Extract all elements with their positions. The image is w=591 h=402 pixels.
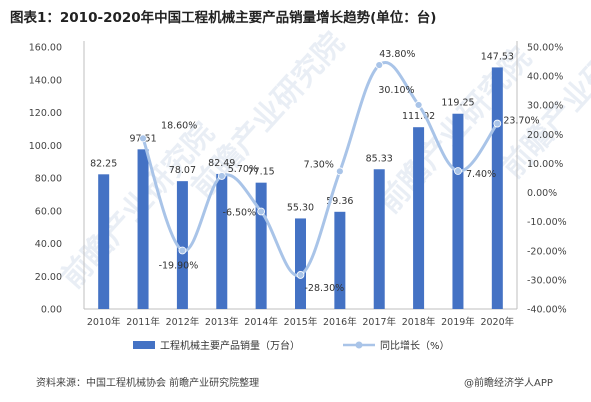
line-data-label: 30.10% xyxy=(378,85,414,96)
left-tick-label: 140.00 xyxy=(29,75,62,86)
legend-bar-label: 工程机械主要产品销量（万台） xyxy=(160,339,300,352)
bar-data-label: 82.25 xyxy=(90,158,117,169)
line-point xyxy=(493,119,502,128)
bar xyxy=(216,173,228,309)
bar xyxy=(334,211,346,309)
left-tick-label: 20.00 xyxy=(35,272,62,283)
left-tick-label: 80.00 xyxy=(35,174,62,185)
x-tick-label: 2020年 xyxy=(480,316,514,328)
right-tick-label: 30.00% xyxy=(527,101,563,112)
line-series xyxy=(139,61,502,279)
legend-line-marker xyxy=(355,341,363,349)
x-tick-label: 2015年 xyxy=(284,316,318,328)
bar xyxy=(452,113,464,310)
bar xyxy=(176,181,188,309)
bar xyxy=(295,218,306,309)
bar xyxy=(137,149,149,309)
bar xyxy=(491,67,503,310)
x-tick-label: 2011年 xyxy=(126,316,160,328)
legend-line-label: 同比增长（%） xyxy=(380,339,450,352)
line-data-label: 43.80% xyxy=(379,49,415,60)
left-axis: 0.00 20.00 40.00 60.00 80.00 100.00 120.00 140.… xyxy=(29,41,85,316)
bar-data-label: 119.25 xyxy=(441,98,474,109)
bar-data-label: 77.15 xyxy=(248,167,275,178)
bar xyxy=(373,169,385,309)
x-tick-label: 2012年 xyxy=(166,316,200,328)
left-tick-label: 120.00 xyxy=(29,108,62,119)
source-note: 资料来源：中国工程机械协会 前瞻产业研究院整理 xyxy=(36,378,260,389)
line-data-label: -6.50% xyxy=(223,207,257,218)
brand-credit: @前瞻经济学人APP xyxy=(464,378,553,389)
bar xyxy=(413,127,425,310)
line-point xyxy=(296,271,305,279)
bar-data-label: 78.07 xyxy=(169,165,196,176)
line-point xyxy=(178,246,187,255)
line-point xyxy=(375,61,384,69)
line-point xyxy=(335,167,344,176)
left-tick-label: 100.00 xyxy=(29,141,62,152)
right-tick-label: 20.00% xyxy=(527,130,563,141)
bar-data-label: 85.33 xyxy=(366,153,393,164)
line-data-label: -28.30% xyxy=(305,283,345,294)
x-tick-label: 2019年 xyxy=(441,316,475,328)
right-axis: -40.00% -30.00% -20.00% -10.00% 0.00% 10.00% 2… xyxy=(516,41,567,316)
right-tick-label: 50.00% xyxy=(527,43,563,54)
bar-data-label: 55.30 xyxy=(287,202,314,213)
line-data-label: 23.70% xyxy=(503,116,539,127)
x-tick-label: 2016年 xyxy=(323,316,357,328)
left-tick-label: 160.00 xyxy=(29,43,62,54)
bar xyxy=(255,182,267,309)
line-point xyxy=(454,167,462,175)
bar-data-label: 59.36 xyxy=(326,196,353,207)
right-tick-label: -40.00% xyxy=(527,305,567,316)
line-data-labels: 18.60% -19.90% 5.70% -6.50% -28.30% 7.30% 43.8… xyxy=(159,49,540,294)
watermark-text: 前瞻产业研究院 xyxy=(185,26,352,205)
line-data-label: 18.60% xyxy=(161,120,197,131)
x-tick-label: 2013年 xyxy=(205,316,239,328)
right-tick-label: 0.00% xyxy=(527,188,557,199)
right-tick-label: -30.00% xyxy=(527,275,567,286)
line-point xyxy=(139,134,147,143)
right-tick-label: -10.00% xyxy=(527,217,567,228)
line-point xyxy=(257,207,266,216)
right-tick-label: -20.00% xyxy=(527,246,567,257)
left-tick-label: 40.00 xyxy=(35,239,62,250)
bar-series xyxy=(98,67,503,310)
growth-line xyxy=(141,61,499,277)
right-tick-label: 10.00% xyxy=(527,159,563,170)
x-tick-label: 2017年 xyxy=(362,316,396,328)
bar xyxy=(98,174,110,309)
line-data-label: -19.90% xyxy=(159,260,199,271)
x-tick-label: 2014年 xyxy=(244,316,278,328)
line-data-label: 7.40% xyxy=(466,169,496,180)
left-tick-label: 60.00 xyxy=(35,206,62,217)
x-axis: 2010年 2011年 2012年 2013年 2014年 2015年 2016年 2017年… xyxy=(84,308,517,328)
x-tick-label: 2018年 xyxy=(402,316,436,328)
line-point xyxy=(217,172,226,180)
legend-bar-swatch xyxy=(133,341,155,349)
line-point xyxy=(414,101,423,109)
bar-data-label: 82.49 xyxy=(208,158,235,169)
chart-title: 图表1：2010-2020年中国工程机械主要产品销量增长趋势(单位：台) xyxy=(10,10,437,26)
legend: 工程机械主要产品销量（万台） 同比增长（%） xyxy=(133,339,450,352)
right-tick-label: 40.00% xyxy=(527,72,563,83)
x-tick-label: 2010年 xyxy=(87,316,121,328)
line-data-label: 5.70% xyxy=(228,164,258,175)
bar-data-label: 147.53 xyxy=(481,51,514,62)
left-tick-label: 0.00 xyxy=(41,305,62,316)
bar-data-label: 111.02 xyxy=(402,111,435,122)
line-data-label: 7.30% xyxy=(304,159,334,170)
